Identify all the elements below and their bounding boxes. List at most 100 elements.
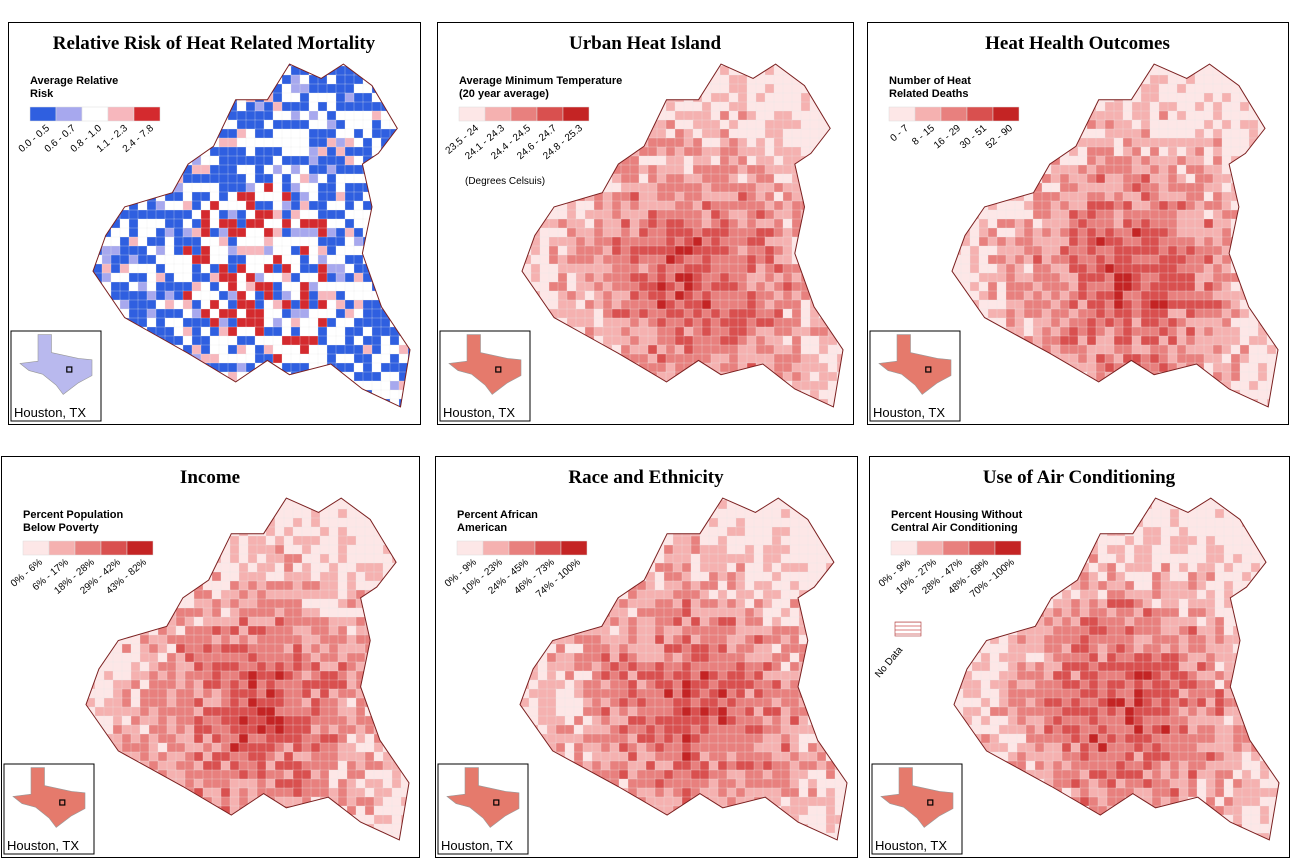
- tract: [290, 218, 301, 229]
- tract: [283, 580, 294, 591]
- tract: [364, 544, 375, 555]
- tract: [665, 272, 676, 283]
- tract: [326, 191, 337, 202]
- tract: [557, 263, 568, 274]
- tract: [701, 308, 712, 319]
- tract: [1185, 128, 1196, 139]
- tract: [584, 245, 595, 256]
- tract: [344, 353, 355, 364]
- tract: [755, 110, 766, 121]
- tract: [674, 119, 685, 130]
- tract: [1113, 209, 1124, 220]
- tract: [272, 227, 283, 238]
- tract: [353, 101, 364, 112]
- tract: [809, 128, 820, 139]
- tract: [1059, 155, 1070, 166]
- tract: [1104, 344, 1115, 355]
- tract: [1104, 299, 1115, 310]
- tract: [1095, 191, 1106, 202]
- tract: [218, 155, 229, 166]
- tract: [1113, 308, 1124, 319]
- tract: [1194, 227, 1205, 238]
- tract: [263, 173, 274, 184]
- tract: [389, 362, 400, 373]
- tract: [290, 146, 301, 157]
- tract: [218, 308, 229, 319]
- tract: [344, 200, 355, 211]
- tract: [328, 607, 339, 618]
- tract: [317, 227, 328, 238]
- tract: [1203, 137, 1214, 148]
- tract: [1212, 200, 1223, 211]
- tract: [236, 110, 247, 121]
- tract: [1230, 344, 1241, 355]
- tract: [1212, 119, 1223, 130]
- tract: [566, 290, 577, 301]
- tract: [292, 571, 303, 582]
- tract: [782, 173, 793, 184]
- tract: [969, 227, 980, 238]
- tract: [200, 200, 211, 211]
- tract: [737, 209, 748, 220]
- tract: [1122, 308, 1133, 319]
- tract: [683, 164, 694, 175]
- tract: [236, 272, 247, 283]
- tract: [191, 182, 202, 193]
- tract: [1077, 353, 1088, 364]
- tract: [175, 607, 186, 618]
- tract: [1131, 344, 1142, 355]
- tract: [299, 281, 310, 292]
- tract: [245, 272, 256, 283]
- tract: [308, 155, 319, 166]
- tract: [719, 119, 730, 130]
- tract: [310, 589, 321, 600]
- tract: [683, 218, 694, 229]
- tract: [1014, 263, 1025, 274]
- tract: [1140, 227, 1151, 238]
- tract: [683, 173, 694, 184]
- tract: [335, 335, 346, 346]
- tract: [629, 263, 640, 274]
- tract: [566, 308, 577, 319]
- tract: [1041, 254, 1052, 265]
- tract: [238, 589, 249, 600]
- tract: [656, 209, 667, 220]
- tract: [326, 290, 337, 301]
- tract: [337, 571, 348, 582]
- tract: [218, 236, 229, 247]
- tract: [620, 245, 631, 256]
- tract: [629, 245, 640, 256]
- tract: [1212, 209, 1223, 220]
- tract: [674, 281, 685, 292]
- tract: [764, 281, 775, 292]
- tract: [728, 272, 739, 283]
- tract: [683, 254, 694, 265]
- tract: [1248, 326, 1259, 337]
- tract: [353, 236, 364, 247]
- tract: [665, 236, 676, 247]
- tract: [719, 200, 730, 211]
- tract: [800, 128, 811, 139]
- tract: [818, 353, 829, 364]
- tract: [301, 562, 312, 573]
- tract: [692, 281, 703, 292]
- tract: [1140, 83, 1151, 94]
- tract: [746, 326, 757, 337]
- tract: [1158, 317, 1169, 328]
- tract: [281, 200, 292, 211]
- tract: [683, 335, 694, 346]
- tract: [1077, 146, 1088, 157]
- tract: [996, 308, 1007, 319]
- tract: [978, 281, 989, 292]
- tract: [209, 335, 220, 346]
- tract: [164, 290, 175, 301]
- tract: [326, 236, 337, 247]
- tract: [1014, 209, 1025, 220]
- tract: [344, 263, 355, 274]
- tract: [310, 598, 321, 609]
- tract: [728, 281, 739, 292]
- tract: [1104, 101, 1115, 112]
- tract: [1131, 254, 1142, 265]
- tract: [638, 209, 649, 220]
- tract: [238, 598, 249, 609]
